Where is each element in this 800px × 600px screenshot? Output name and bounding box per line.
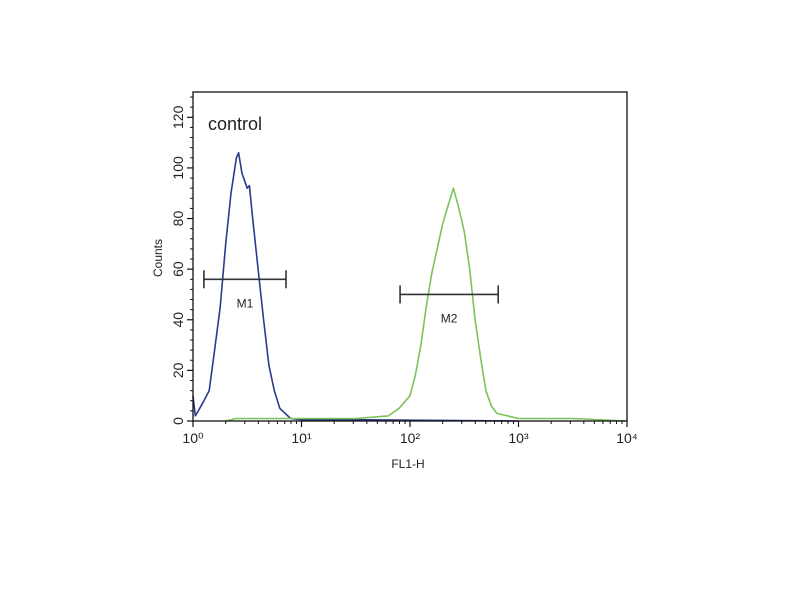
gate-label: M1 (237, 296, 254, 310)
x-tick-label: 10¹ (291, 430, 312, 446)
y-tick-label: 20 (170, 362, 186, 378)
y-axis-label: Counts (151, 239, 165, 277)
gate-marker-m2: M2 (399, 285, 500, 325)
y-tick-label: 80 (170, 211, 186, 227)
gate-marker-m1: M1 (203, 270, 287, 310)
y-tick-label: 120 (170, 105, 186, 129)
x-tick-label: 10² (400, 430, 421, 446)
x-tick-label: 10⁰ (182, 430, 204, 446)
annotation-label: control (208, 114, 262, 134)
gate-label: M2 (441, 311, 458, 325)
x-tick-label: 10³ (508, 430, 529, 446)
histogram-series-1 (192, 151, 519, 422)
histogram-series-2 (225, 187, 628, 422)
y-tick-label: 100 (170, 156, 186, 180)
x-axis-label: FL1-H (391, 457, 424, 471)
y-tick-label: 40 (170, 312, 186, 328)
plot-frame (192, 91, 628, 422)
y-tick-label: 0 (170, 417, 186, 425)
x-tick-label: 10⁴ (616, 430, 638, 446)
y-tick-label: 60 (170, 261, 186, 277)
